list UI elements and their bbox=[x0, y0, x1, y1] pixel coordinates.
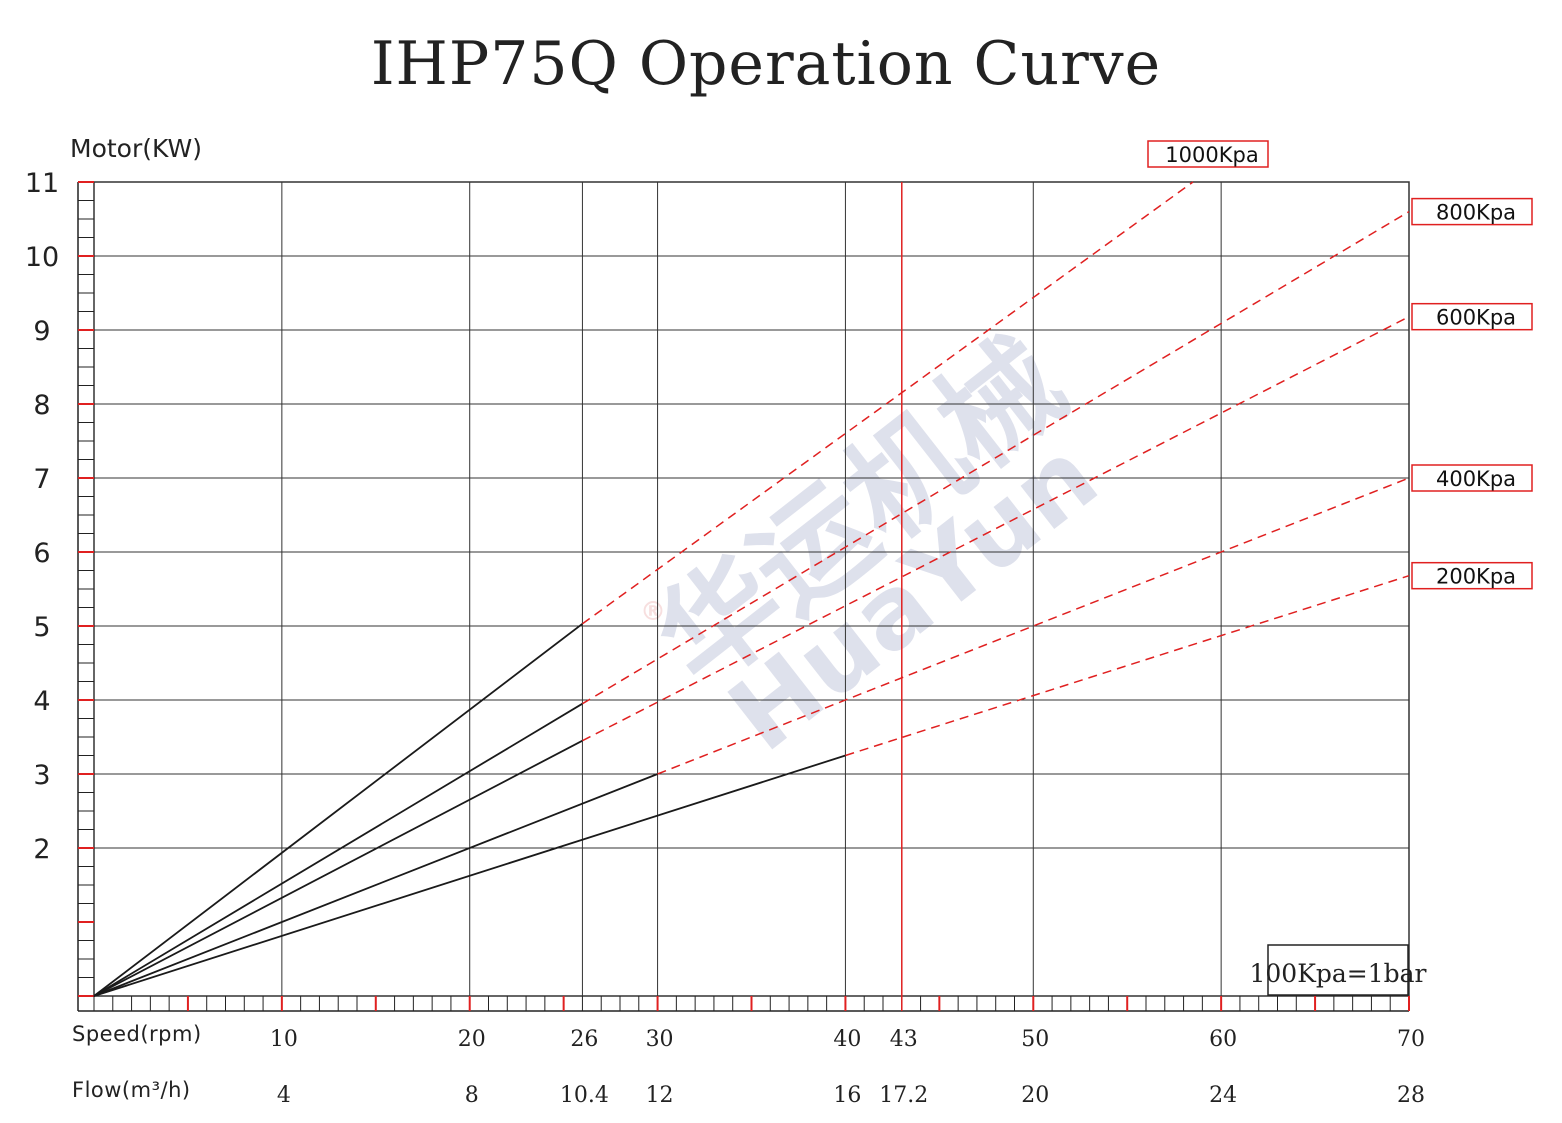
legend-item: 400Kpa bbox=[1411, 464, 1533, 492]
speed-tick-label: 70 bbox=[1397, 1027, 1425, 1052]
legend-box bbox=[1411, 464, 1533, 492]
series-solid-line bbox=[93, 773, 658, 997]
unit-note-box: 100Kpa=1bar bbox=[1249, 944, 1427, 996]
series-solid-line bbox=[93, 702, 583, 997]
y-axis-label: Motor(KW) bbox=[70, 134, 202, 163]
series-dashed-line bbox=[582, 316, 1410, 742]
legend-label: 800Kpa bbox=[1436, 201, 1516, 225]
legend-item: 600Kpa bbox=[1411, 302, 1533, 331]
flow-tick-label: 4 bbox=[277, 1083, 291, 1108]
speed-tick-label: 60 bbox=[1209, 1027, 1237, 1052]
axis-tick-marks bbox=[77, 181, 1410, 1012]
legend-label: 200Kpa bbox=[1436, 565, 1516, 589]
y-tick-label: 4 bbox=[33, 686, 50, 717]
y-tick-label: 5 bbox=[33, 612, 50, 643]
legend-label: 600Kpa bbox=[1436, 306, 1516, 330]
flow-tick-label: 17.2 bbox=[879, 1083, 928, 1108]
speed-tick-label: 50 bbox=[1021, 1027, 1049, 1052]
speed-tick-label: 43 bbox=[890, 1027, 918, 1052]
series-dashed-line bbox=[582, 210, 1410, 705]
speed-tick-label: 30 bbox=[646, 1027, 674, 1052]
flow-tick-label: 16 bbox=[833, 1083, 861, 1108]
flow-tick-label: 10.4 bbox=[560, 1083, 609, 1108]
y-tick-label: 9 bbox=[33, 316, 50, 347]
legend-label: 400Kpa bbox=[1436, 467, 1516, 491]
legend-label: 1000Kpa bbox=[1165, 143, 1258, 167]
speed-tick-label: 26 bbox=[570, 1027, 598, 1052]
legend-box bbox=[1411, 302, 1533, 331]
legend-item: 800Kpa bbox=[1411, 197, 1533, 226]
y-tick-label: 6 bbox=[33, 538, 50, 569]
legend-box bbox=[1147, 140, 1269, 168]
speed-tick-label: 40 bbox=[833, 1027, 861, 1052]
y-tick-label: 3 bbox=[33, 760, 50, 791]
legend: 1000Kpa 800Kpa 600Kpa 400Kpa 200Kpa bbox=[1147, 140, 1533, 590]
y-tick-labels: 2 3 4 5 6 7 8 9 10 11 bbox=[25, 168, 59, 865]
series-dashed-line bbox=[845, 574, 1410, 757]
y-tick-label: 2 bbox=[33, 834, 50, 865]
flow-tick-label: 8 bbox=[465, 1083, 479, 1108]
series-group bbox=[93, 181, 1410, 997]
flow-row-label: Flow(m³/h) bbox=[72, 1078, 191, 1102]
y-tick-label: 10 bbox=[25, 242, 59, 273]
flow-tick-label: 12 bbox=[646, 1083, 674, 1108]
legend-item: 1000Kpa bbox=[1147, 140, 1269, 168]
legend-box bbox=[1411, 197, 1533, 226]
series-solid-line bbox=[93, 754, 846, 997]
flow-tick-label: 28 bbox=[1397, 1083, 1425, 1108]
flow-tick-label: 24 bbox=[1209, 1083, 1237, 1108]
speed-tick-label: 10 bbox=[270, 1027, 298, 1052]
chart-title: IHP75Q Operation Curve bbox=[371, 29, 1161, 99]
speed-row-label: Speed(rpm) bbox=[72, 1022, 202, 1046]
watermark-mark: ® bbox=[640, 597, 666, 627]
unit-note: 100Kpa=1bar bbox=[1249, 959, 1426, 988]
flow-tick-label: 20 bbox=[1021, 1083, 1049, 1108]
legend-box bbox=[1411, 561, 1533, 590]
y-tick-label: 7 bbox=[33, 464, 50, 495]
legend-item: 200Kpa bbox=[1411, 561, 1533, 590]
y-tick-label: 8 bbox=[33, 390, 50, 421]
series-dashed-line bbox=[581, 181, 1194, 625]
y-tick-label: 11 bbox=[25, 168, 59, 199]
watermark: ® 华运机械 HuaYun bbox=[632, 313, 1118, 774]
speed-tick-label: 20 bbox=[458, 1027, 486, 1052]
series-solid-line bbox=[93, 739, 583, 997]
series-solid-line bbox=[93, 623, 583, 997]
x-tick-labels: 10 4 20 8 26 10.4 30 12 40 16 43 17.2 50 20 60 24 70 28 bbox=[270, 1027, 1425, 1108]
